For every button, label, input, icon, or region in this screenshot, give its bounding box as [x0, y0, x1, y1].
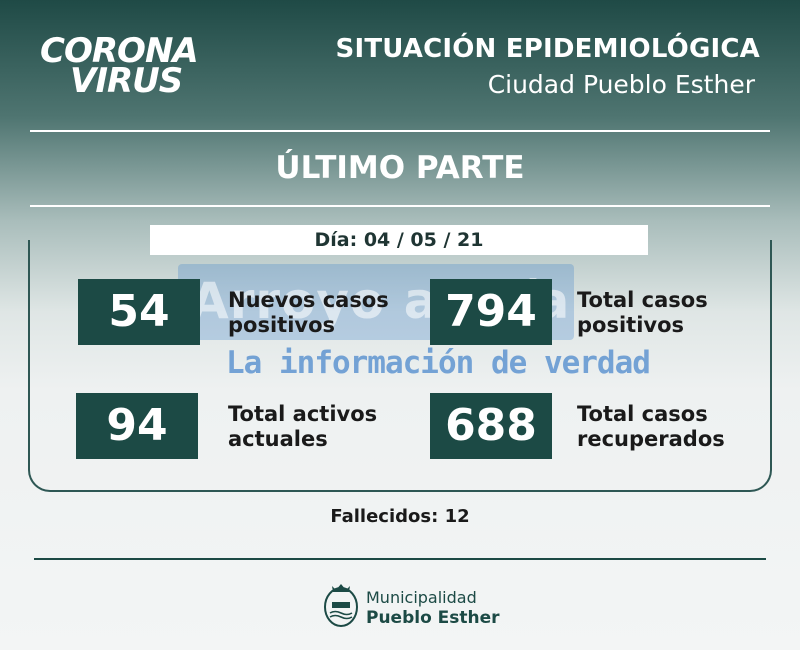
logo-line-1: CORONA: [40, 31, 199, 71]
stat-label-recovered: Total casos recuperados: [577, 402, 725, 452]
page-title: SITUACIÓN EPIDEMIOLÓGICA: [335, 34, 760, 64]
divider-top: [30, 130, 770, 132]
stat-label-line: positivos: [228, 313, 336, 337]
municipal-crest-icon: [324, 584, 358, 627]
stats-panel: [28, 240, 772, 492]
stat-value-new-cases: 54: [78, 279, 200, 345]
municipality-line-2: Pueblo Esther: [366, 608, 500, 628]
stat-label-total-positive: Total casos positivos: [577, 288, 708, 338]
date-label: Día: 04 / 05 / 21: [150, 225, 648, 255]
section-title: ÚLTIMO PARTE: [275, 150, 525, 186]
stat-value-total-positive: 794: [430, 279, 552, 345]
coronavirus-logo: CORONA VIRUS: [40, 34, 199, 101]
municipality-line-1: Municipalidad: [366, 588, 477, 607]
stat-label-line: Nuevos casos: [228, 288, 389, 312]
municipality-name: Municipalidad Pueblo Esther: [366, 588, 500, 628]
stat-label-line: Total casos: [577, 402, 708, 426]
page-subtitle: Ciudad Pueblo Esther: [487, 70, 755, 99]
stat-label-line: positivos: [577, 313, 685, 337]
stat-label-line: actuales: [228, 427, 328, 451]
stat-value-active: 94: [76, 393, 198, 459]
deaths-label: Fallecidos: 12: [330, 506, 470, 527]
stat-label-line: recuperados: [577, 427, 725, 451]
stat-value-recovered: 688: [430, 393, 552, 459]
divider-footer: [34, 558, 766, 560]
stat-label-active: Total activos actuales: [228, 402, 377, 452]
stat-label-line: Total casos: [577, 288, 708, 312]
stat-label-new-cases: Nuevos casos positivos: [228, 288, 389, 338]
logo-line-2: VIRUS: [70, 61, 183, 101]
stat-label-line: Total activos: [228, 402, 378, 426]
divider-section: [30, 205, 770, 207]
